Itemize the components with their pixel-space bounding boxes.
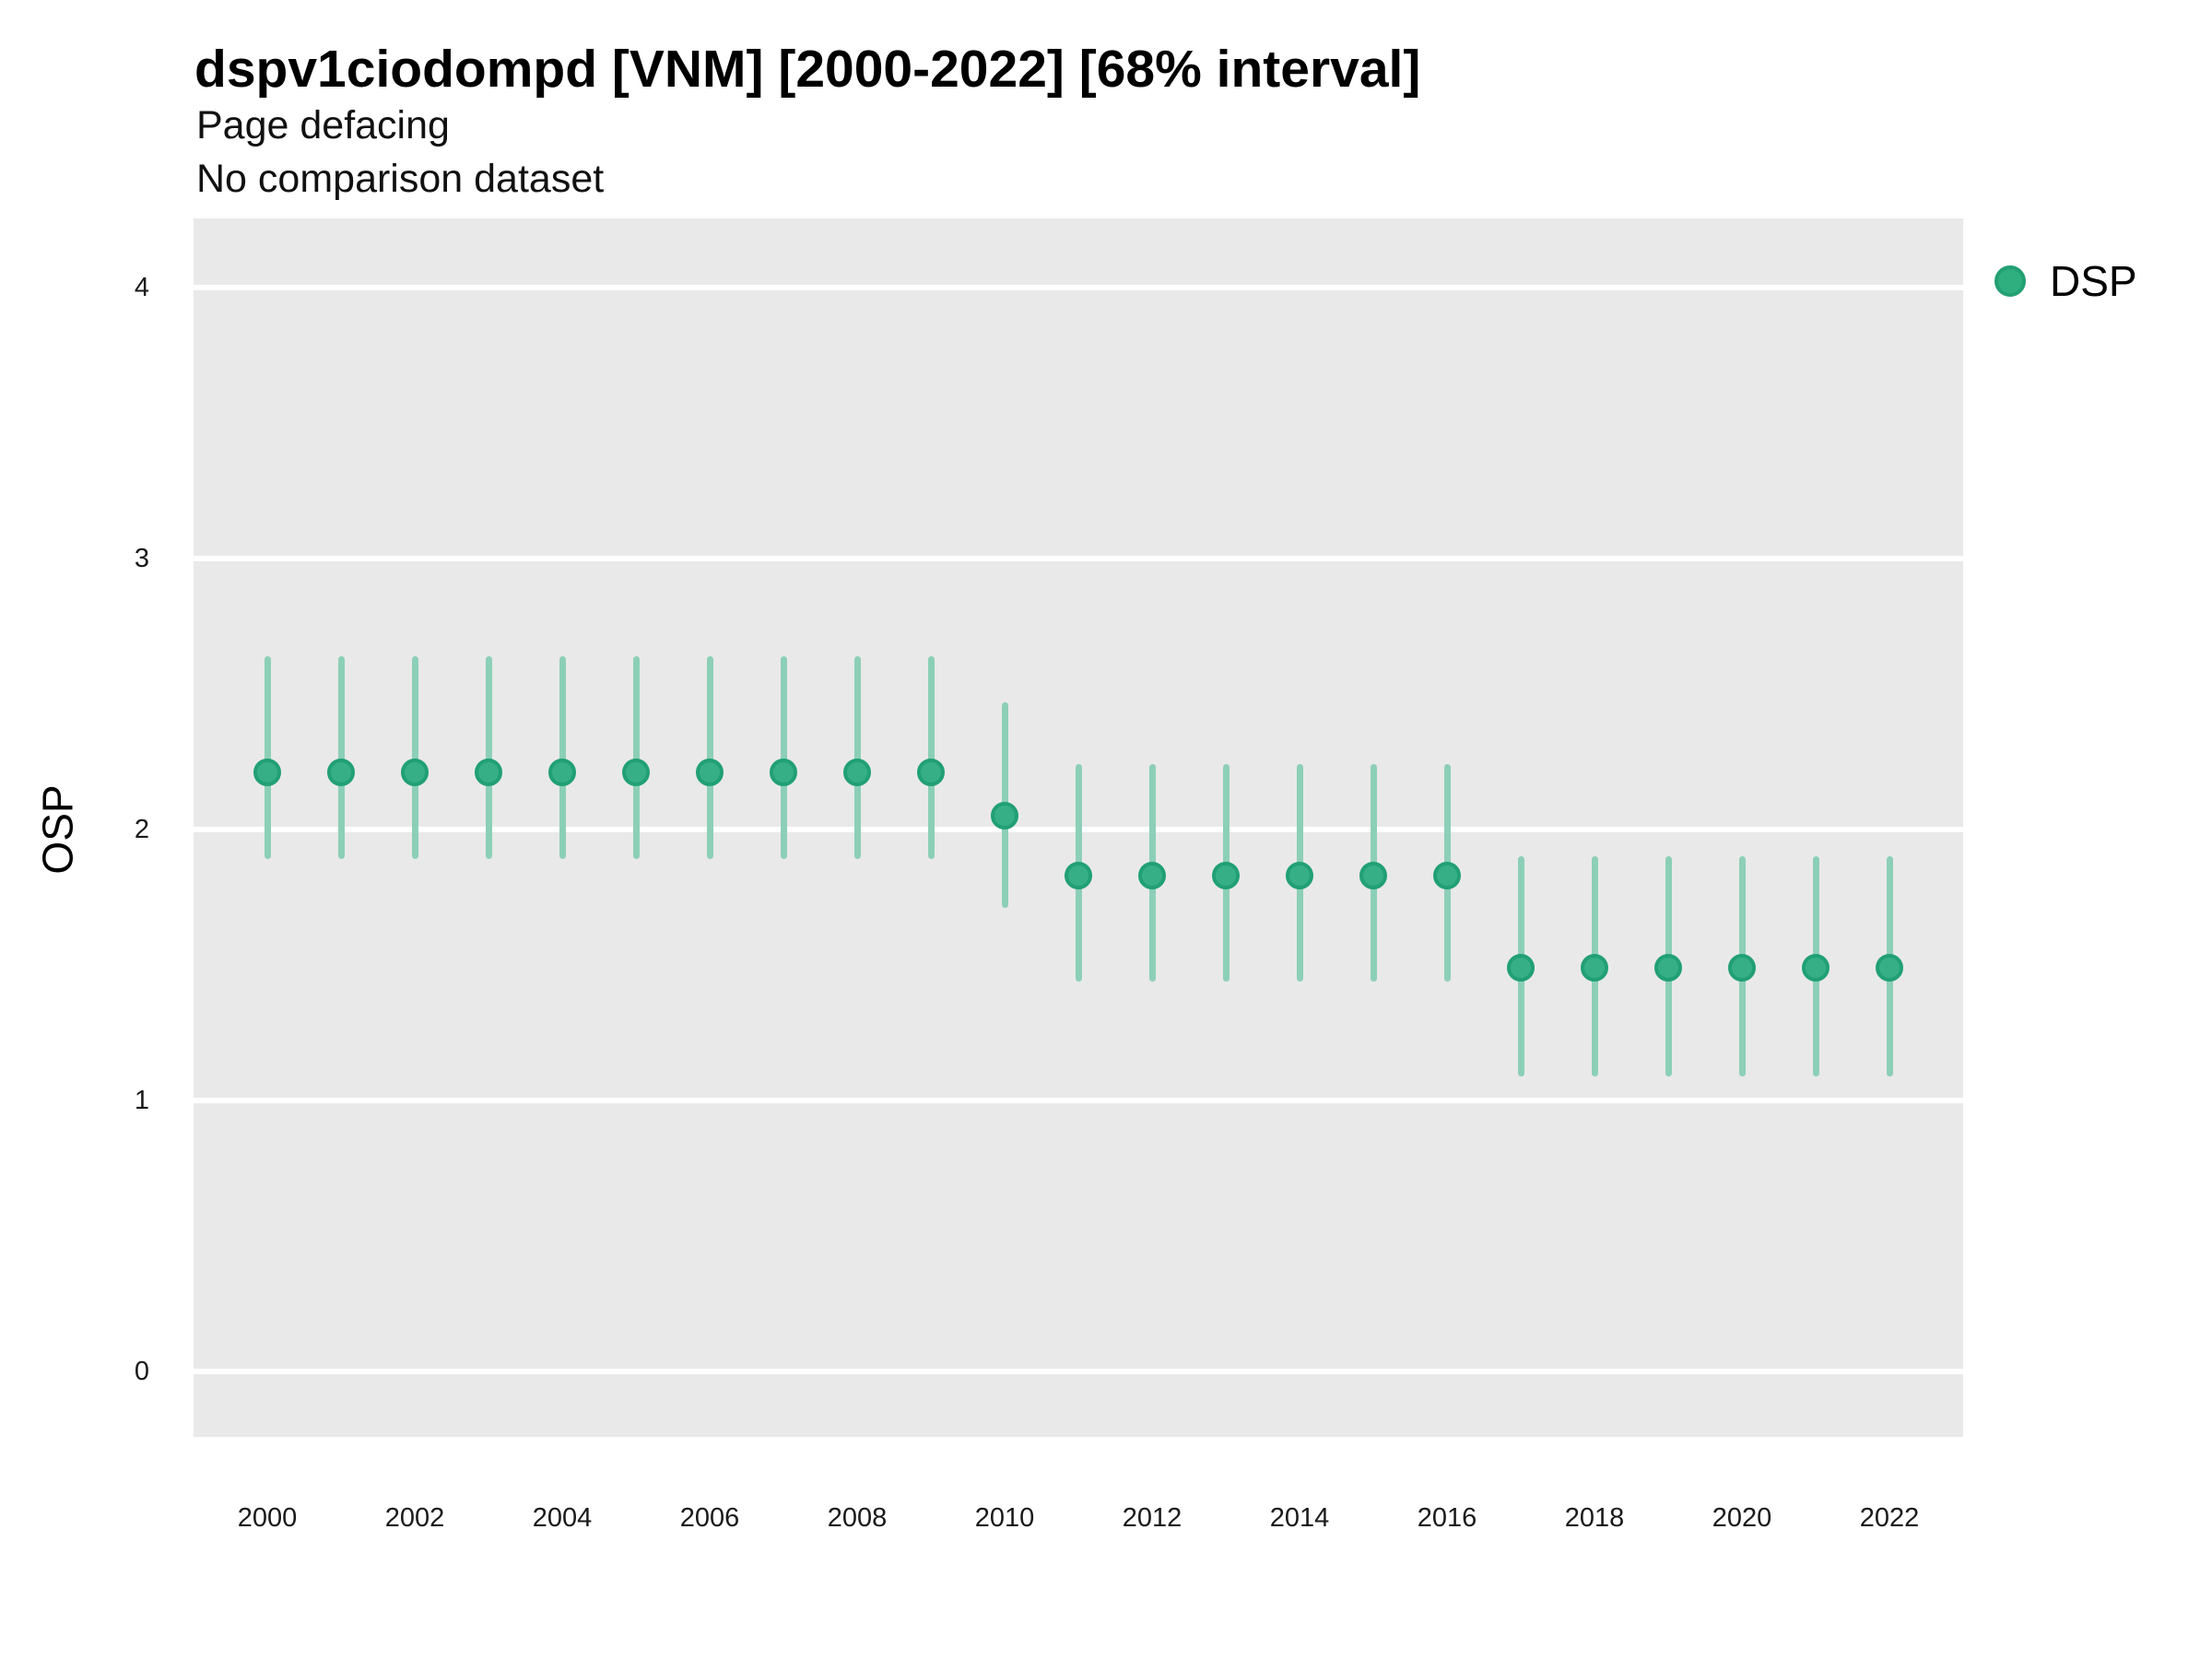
point-marker-2000	[253, 759, 281, 787]
x-tick-label-2010: 2010	[974, 1503, 1035, 1533]
point-marker-2002	[401, 759, 429, 787]
x-tick-label-2002: 2002	[384, 1503, 445, 1533]
point-marker-2009	[917, 759, 945, 787]
point-marker-2015	[1359, 861, 1387, 889]
x-tick-label-2008: 2008	[827, 1503, 888, 1533]
error-bar-2004	[559, 655, 566, 860]
point-marker-2012	[1138, 861, 1166, 889]
legend-marker-icon	[1994, 265, 2026, 297]
y-tick-label-1: 1	[134, 1086, 149, 1115]
chart-title: dspv1ciodompd [VNM] [2000-2022] [68% int…	[194, 40, 1421, 99]
point-marker-2003	[475, 759, 502, 787]
error-bar-2003	[485, 655, 492, 860]
x-tick-label-2018: 2018	[1564, 1503, 1625, 1533]
legend-item-label: DSP	[2050, 257, 2137, 305]
point-marker-2022	[1876, 953, 1903, 982]
error-bar-2001	[337, 655, 345, 860]
chart-note: No comparison dataset	[196, 157, 605, 201]
point-marker-2007	[770, 759, 797, 787]
error-bar-2005	[632, 655, 640, 860]
point-marker-2004	[548, 759, 576, 787]
x-tick-label-2022: 2022	[1859, 1503, 1920, 1533]
gridline-y-4	[194, 285, 1963, 290]
point-marker-2013	[1212, 861, 1240, 889]
point-marker-2018	[1581, 953, 1608, 982]
point-marker-2016	[1433, 861, 1461, 889]
x-tick-label-2012: 2012	[1122, 1503, 1182, 1533]
point-marker-2008	[843, 759, 871, 787]
x-tick-label-2006: 2006	[679, 1503, 740, 1533]
x-tick-label-2016: 2016	[1417, 1503, 1477, 1533]
point-marker-2001	[327, 759, 355, 787]
legend: DSP	[1994, 256, 2137, 306]
error-bar-2006	[706, 655, 713, 860]
x-tick-label-2014: 2014	[1269, 1503, 1330, 1533]
x-tick-label-2020: 2020	[1712, 1503, 1772, 1533]
point-marker-2017	[1507, 953, 1535, 982]
x-tick-label-2000: 2000	[237, 1503, 298, 1533]
gridline-y-0	[194, 1369, 1963, 1374]
point-marker-2006	[696, 759, 724, 787]
y-tick-label-0: 0	[134, 1357, 149, 1386]
point-marker-2011	[1065, 861, 1092, 889]
gridline-y-1	[194, 1098, 1963, 1103]
chart-subtitle: Page defacing	[196, 103, 450, 147]
point-marker-2005	[622, 759, 650, 787]
point-marker-2021	[1802, 953, 1830, 982]
point-marker-2019	[1654, 953, 1682, 982]
y-tick-label-2: 2	[134, 815, 149, 844]
point-marker-2010	[991, 802, 1018, 830]
point-marker-2014	[1286, 861, 1313, 889]
error-bar-2007	[780, 655, 787, 860]
point-marker-2020	[1728, 953, 1756, 982]
x-tick-label-2004: 2004	[532, 1503, 593, 1533]
error-bar-2009	[927, 655, 935, 860]
error-bar-2002	[411, 655, 418, 860]
y-tick-label-4: 4	[134, 273, 149, 302]
gridline-y-3	[194, 556, 1963, 561]
y-tick-label-3: 3	[134, 544, 149, 573]
error-bar-2008	[853, 655, 861, 860]
plot-panel	[194, 218, 1963, 1437]
error-bar-2000	[264, 655, 271, 860]
